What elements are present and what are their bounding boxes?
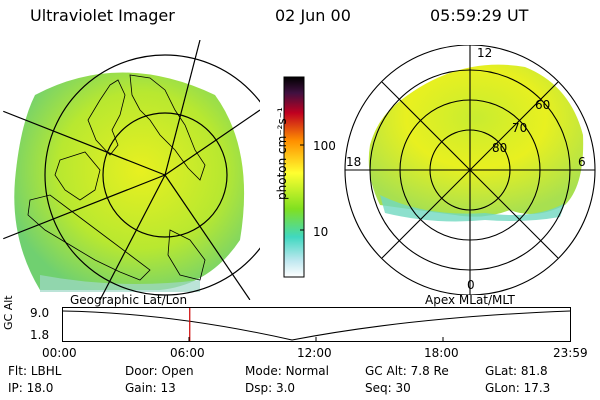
right-emission-edge [380, 195, 565, 222]
left-panel-caption: Geographic Lat/Lon [70, 293, 188, 307]
time-tick-0600: 06:00 [170, 346, 205, 360]
colorbar-scale [283, 76, 305, 278]
colorbar-unit-label: photon cm⁻²s⁻¹ [275, 107, 289, 200]
left-lat-circle-inner [102, 112, 228, 238]
mlt-label-0: 0 [467, 278, 475, 292]
time-tick-0000: 00:00 [42, 346, 77, 360]
mlt-label-18: 18 [346, 155, 362, 169]
mlt-label-12: 12 [477, 46, 493, 60]
geographic-polar-image [0, 40, 260, 300]
mlat-label-60: 60 [535, 98, 551, 112]
instrument-title: Ultraviolet Imager [30, 6, 175, 25]
image-time: 05:59:29 UT [430, 6, 529, 25]
info-glat: GLat: 81.8 [485, 364, 548, 378]
colorbar-tick-10: 10 [313, 225, 329, 239]
time-tick-1800: 18:00 [424, 346, 459, 360]
time-tick-1200: 12:00 [297, 346, 332, 360]
greenland-coastline [87, 79, 126, 156]
left-emission-edge [40, 275, 200, 292]
altitude-curve [62, 310, 571, 341]
altitude-plot-frame [62, 307, 571, 342]
info-flt: Flt: LBHL [8, 364, 62, 378]
info-dsp: Dsp: 3.0 [245, 381, 296, 395]
siberia-coastline [167, 229, 206, 281]
left-auroral-emission [14, 72, 245, 290]
altitude-tick-high: 9.0 [30, 306, 50, 320]
info-mode: Mode: Normal [245, 364, 329, 378]
right-panel-caption: Apex MLat/MLT [425, 293, 515, 307]
time-tick-2359: 23:59 [553, 346, 588, 360]
island-coastline [54, 151, 101, 201]
mlat-label-80: 80 [492, 141, 508, 155]
mlat-label-70: 70 [512, 121, 528, 135]
altitude-axis-label: GC Alt [2, 295, 15, 330]
info-glon: GLon: 17.3 [485, 381, 551, 395]
info-door: Door: Open [125, 364, 194, 378]
intensity-colorbar [283, 76, 305, 278]
info-gc-alt: GC Alt: 7.8 Re [365, 364, 449, 378]
canada-coastline [27, 194, 151, 281]
image-date: 02 Jun 00 [275, 6, 351, 25]
magnetic-polar-image [344, 45, 596, 295]
colorbar-tick-100: 100 [313, 139, 336, 153]
left-lat-circle-mid [44, 54, 260, 296]
altitude-track-plot [62, 307, 571, 342]
right-auroral-emission [368, 64, 584, 217]
mlt-label-6: 6 [578, 155, 586, 169]
info-gain: Gain: 13 [125, 381, 176, 395]
arctic-coastline [129, 74, 206, 181]
info-seq: Seq: 30 [365, 381, 411, 395]
info-ip: IP: 18.0 [8, 381, 54, 395]
altitude-tick-low: 1.8 [30, 328, 50, 342]
